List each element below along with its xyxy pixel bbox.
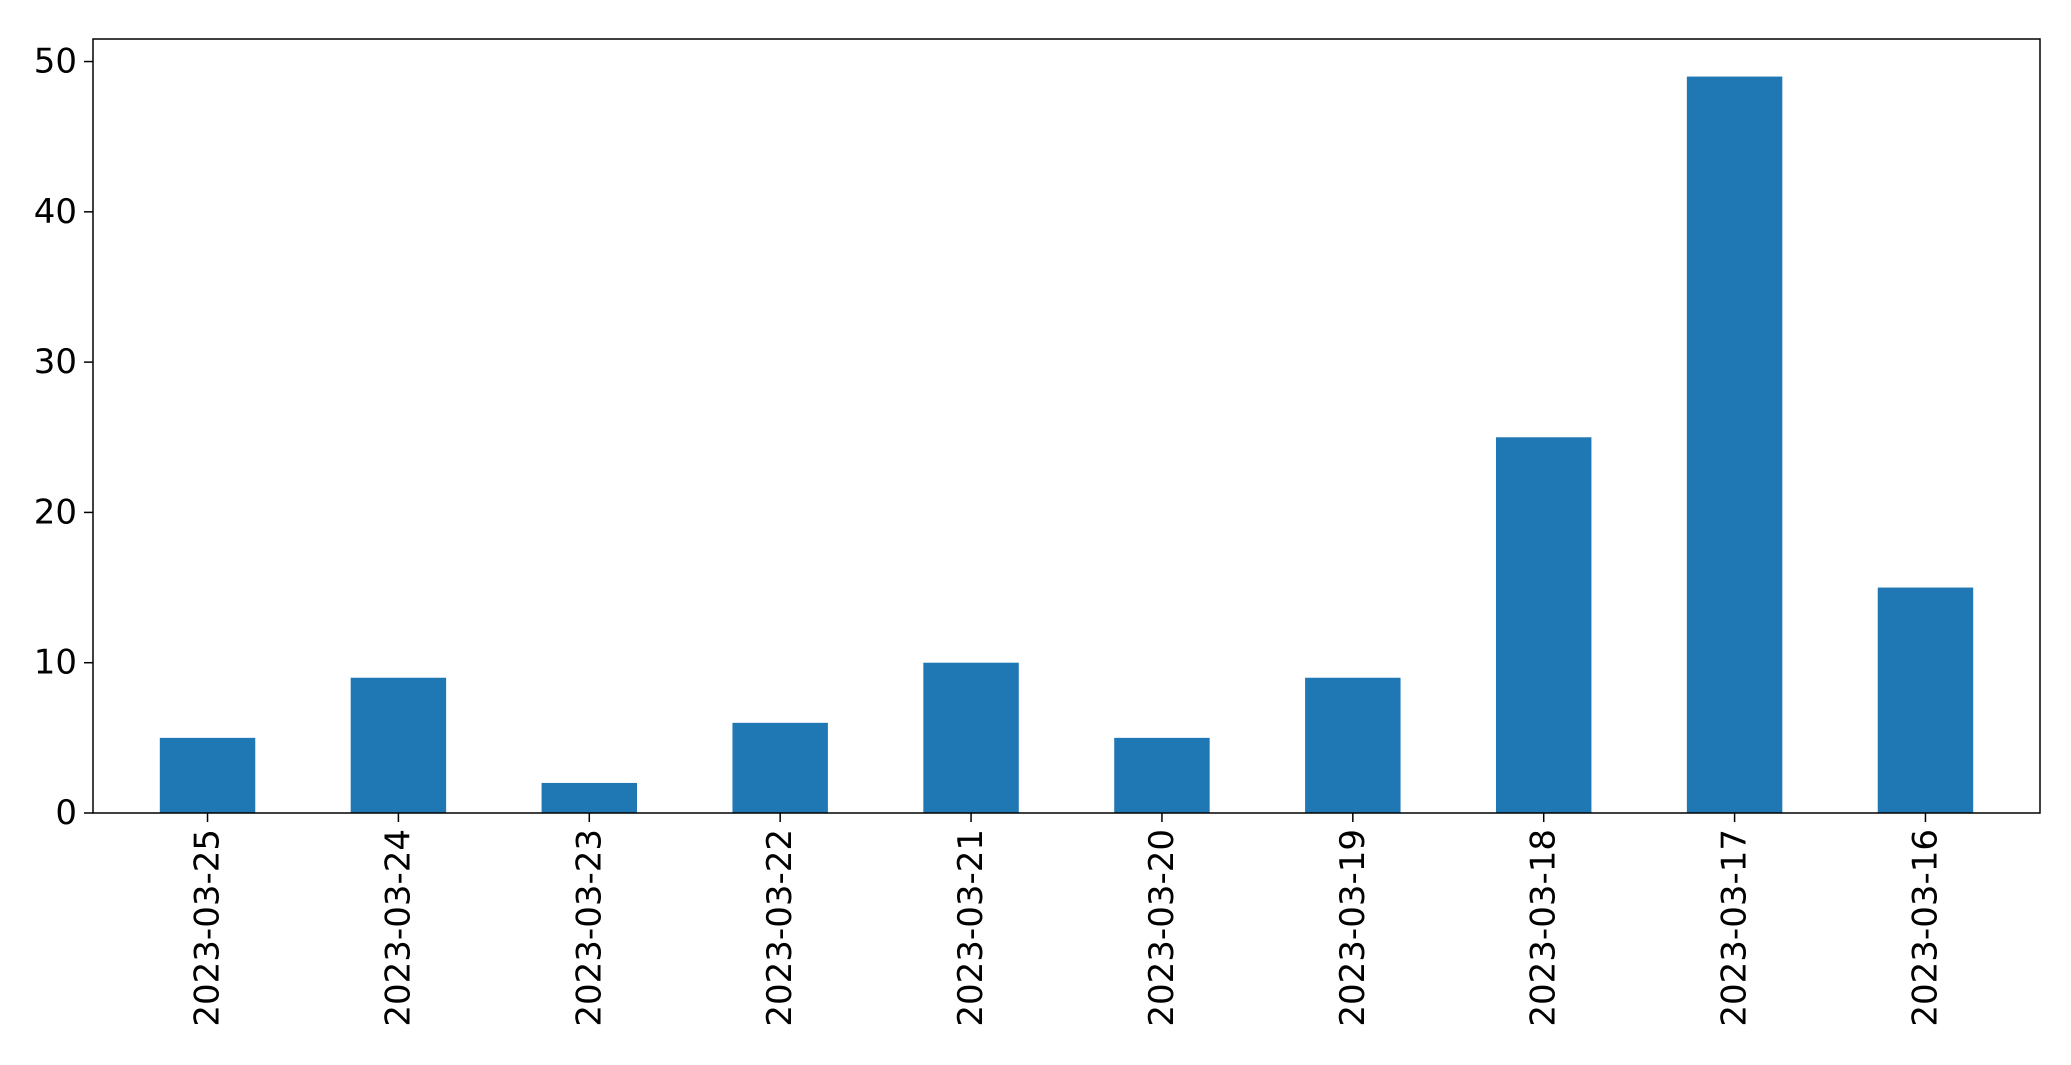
x-tick-label: 2023-03-19 <box>1333 829 1373 1027</box>
x-tick-label: 2023-03-22 <box>760 829 800 1027</box>
x-tick-label: 2023-03-20 <box>1142 829 1182 1027</box>
x-axis: 2023-03-25 2023-03-24 2023-03-23 2023-03-22… <box>188 813 1945 1027</box>
bar-2023-03-20 <box>1114 737 1210 813</box>
x-tick-label: 2023-03-23 <box>569 829 609 1027</box>
bar-series <box>159 76 1974 813</box>
x-tick-label: 2023-03-17 <box>1715 829 1755 1027</box>
bar-2023-03-18 <box>1495 437 1592 813</box>
bar-2023-03-17 <box>1686 76 1783 813</box>
x-tick-label: 2023-03-16 <box>1905 829 1945 1027</box>
x-tick-label: 2023-03-25 <box>188 829 228 1027</box>
y-tick-label: 50 <box>34 42 77 82</box>
plot-frame <box>92 38 2041 814</box>
x-tick-label: 2023-03-24 <box>378 829 418 1027</box>
y-tick-label: 30 <box>34 342 77 382</box>
y-tick-label: 40 <box>34 192 77 232</box>
bar-2023-03-19 <box>1305 677 1401 813</box>
x-tick-label: 2023-03-21 <box>951 829 991 1027</box>
bar-2023-03-21 <box>923 662 1019 813</box>
bar-2023-03-23 <box>541 782 638 813</box>
bar-2023-03-25 <box>159 737 256 813</box>
y-tick-label: 20 <box>34 492 77 532</box>
x-tick-label: 2023-03-18 <box>1524 829 1564 1027</box>
y-axis: 0 10 20 30 40 50 <box>34 42 93 833</box>
bar-2023-03-24 <box>350 677 447 813</box>
y-tick-label: 0 <box>55 793 77 833</box>
bar-2023-03-16 <box>1877 587 1974 813</box>
bar-2023-03-22 <box>732 722 828 813</box>
y-tick-label: 10 <box>34 643 77 683</box>
